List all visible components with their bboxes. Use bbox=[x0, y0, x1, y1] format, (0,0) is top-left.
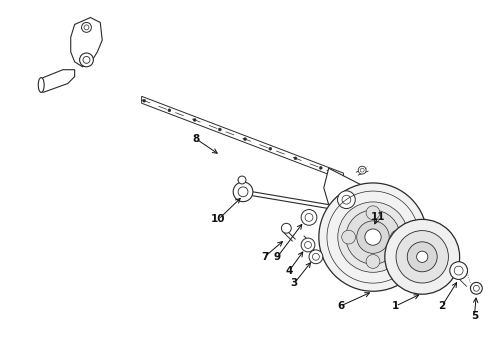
Circle shape bbox=[365, 229, 381, 245]
Text: 3: 3 bbox=[291, 278, 298, 288]
Circle shape bbox=[366, 255, 380, 268]
Circle shape bbox=[301, 210, 317, 225]
Text: 8: 8 bbox=[192, 134, 199, 144]
Polygon shape bbox=[324, 168, 368, 219]
Circle shape bbox=[342, 230, 356, 244]
Circle shape bbox=[407, 242, 437, 272]
Circle shape bbox=[357, 221, 389, 253]
Circle shape bbox=[338, 191, 355, 208]
Polygon shape bbox=[142, 96, 343, 180]
Circle shape bbox=[238, 176, 246, 184]
Text: 4: 4 bbox=[286, 266, 293, 276]
Circle shape bbox=[79, 53, 94, 67]
Text: 7: 7 bbox=[261, 252, 269, 262]
Circle shape bbox=[168, 109, 171, 112]
Circle shape bbox=[294, 157, 297, 160]
Text: 11: 11 bbox=[370, 212, 385, 222]
Circle shape bbox=[319, 166, 322, 170]
Polygon shape bbox=[39, 70, 74, 93]
Ellipse shape bbox=[38, 78, 44, 93]
Circle shape bbox=[233, 182, 253, 202]
Circle shape bbox=[319, 183, 427, 291]
Circle shape bbox=[391, 230, 404, 244]
Circle shape bbox=[244, 138, 246, 141]
Circle shape bbox=[366, 220, 380, 234]
Text: 10: 10 bbox=[211, 215, 226, 224]
Circle shape bbox=[396, 231, 448, 283]
Circle shape bbox=[301, 238, 315, 252]
Circle shape bbox=[309, 250, 323, 264]
Circle shape bbox=[346, 210, 400, 264]
Circle shape bbox=[281, 223, 291, 233]
Circle shape bbox=[193, 118, 196, 121]
Circle shape bbox=[358, 166, 366, 174]
Circle shape bbox=[450, 262, 467, 279]
Circle shape bbox=[219, 128, 221, 131]
Circle shape bbox=[366, 206, 380, 220]
Circle shape bbox=[81, 22, 92, 32]
Text: 2: 2 bbox=[438, 301, 445, 311]
Circle shape bbox=[385, 219, 460, 294]
Text: 1: 1 bbox=[392, 301, 399, 311]
Circle shape bbox=[143, 99, 146, 102]
Text: 5: 5 bbox=[471, 311, 478, 321]
Circle shape bbox=[470, 282, 482, 294]
Circle shape bbox=[416, 251, 428, 262]
Text: 6: 6 bbox=[337, 301, 344, 311]
Circle shape bbox=[338, 202, 408, 272]
Circle shape bbox=[269, 147, 272, 150]
Text: 9: 9 bbox=[274, 252, 281, 262]
Polygon shape bbox=[71, 18, 102, 67]
